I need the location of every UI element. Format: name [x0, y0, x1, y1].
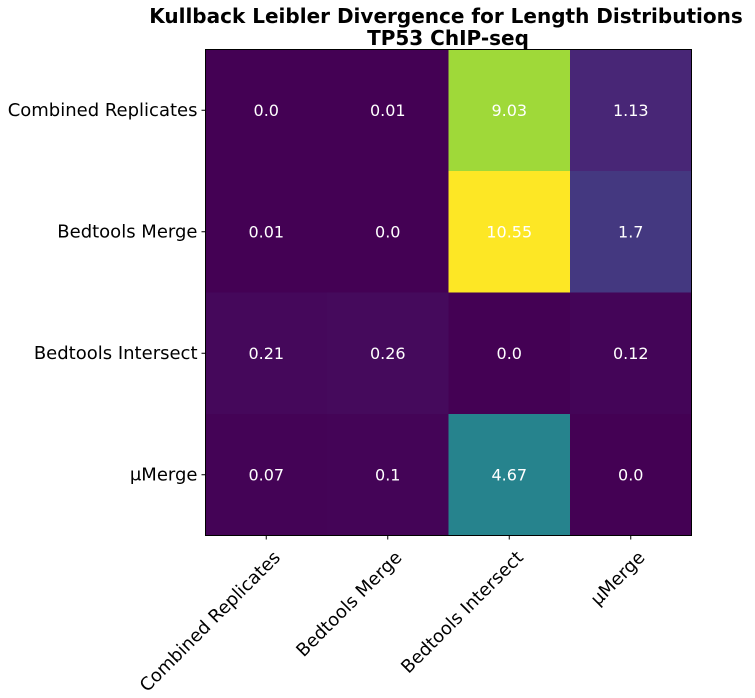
- heatmap-cell: [448, 49, 571, 172]
- heatmap-cells: [205, 49, 692, 536]
- heatmap-cell: [570, 292, 692, 415]
- y-tick-label: Combined Replicates: [8, 100, 198, 121]
- heatmap-value-labels: 0.0 0.01 9.03 1.13 0.01 0.0 10.55 1.7 0.21 0.26 0.…: [248, 101, 648, 485]
- heatmap-cell: [205, 414, 328, 536]
- heatmap-cell: [570, 414, 692, 536]
- y-tick-label: Bedtools Merge: [57, 221, 197, 242]
- heatmap-value-label: 0.0: [618, 465, 643, 484]
- heatmap-value-label: 10.55: [486, 222, 532, 241]
- heatmap-value-label: 1.13: [613, 101, 649, 120]
- y-tick-label: Bedtools Intersect: [34, 343, 198, 364]
- heatmap-value-label: 0.12: [613, 344, 649, 363]
- x-tick-label: μMerge: [587, 547, 650, 610]
- heatmap-value-label: 0.1: [375, 465, 400, 484]
- heatmap-cell: [448, 414, 571, 536]
- x-axis-ticks: Combined Replicates Bedtools MergeBedtool…: [136, 535, 650, 696]
- heatmap-cell: [570, 49, 692, 172]
- y-axis-ticks: Combined Replicates Bedtools Merge Bedtool…: [8, 100, 206, 485]
- chart-title-line-2: TP53 ChIP-seq: [367, 26, 529, 50]
- heatmap-cell: [327, 414, 449, 536]
- heatmap-value-label: 4.67: [491, 465, 527, 484]
- x-tick-label: Bedtools Merge: [292, 547, 406, 661]
- heatmap-value-label: 0.0: [375, 222, 400, 241]
- heatmap-cell: [327, 171, 449, 293]
- heatmap-value-label: 0.07: [248, 465, 284, 484]
- chart-title-line-1: Kullback Leibler Divergence for Length D…: [149, 4, 743, 28]
- x-tick-label: Bedtools Intersect: [397, 547, 528, 678]
- heatmap-value-label: 0.01: [248, 222, 284, 241]
- y-tick-label: μMerge: [130, 464, 198, 485]
- heatmap-cell: [327, 49, 449, 172]
- heatmap-value-label: 0.26: [370, 344, 406, 363]
- heatmap-cell: [205, 292, 328, 415]
- heatmap-cell: [327, 292, 449, 415]
- heatmap-cell: [570, 171, 692, 293]
- heatmap-cell: [448, 292, 571, 415]
- plot-frame: [205, 49, 692, 536]
- heatmap-cell: [448, 171, 571, 293]
- heatmap-cell: [205, 171, 328, 293]
- heatmap-value-label: 0.21: [248, 344, 284, 363]
- heatmap-value-label: 1.7: [618, 222, 643, 241]
- heatmap-value-label: 0.01: [370, 101, 406, 120]
- x-tick-label: Combined Replicates: [136, 547, 285, 696]
- heatmap-cell: [205, 49, 328, 172]
- heatmap-value-label: 0.0: [254, 101, 279, 120]
- heatmap-value-label: 9.03: [491, 101, 527, 120]
- heatmap-value-label: 0.0: [497, 344, 522, 363]
